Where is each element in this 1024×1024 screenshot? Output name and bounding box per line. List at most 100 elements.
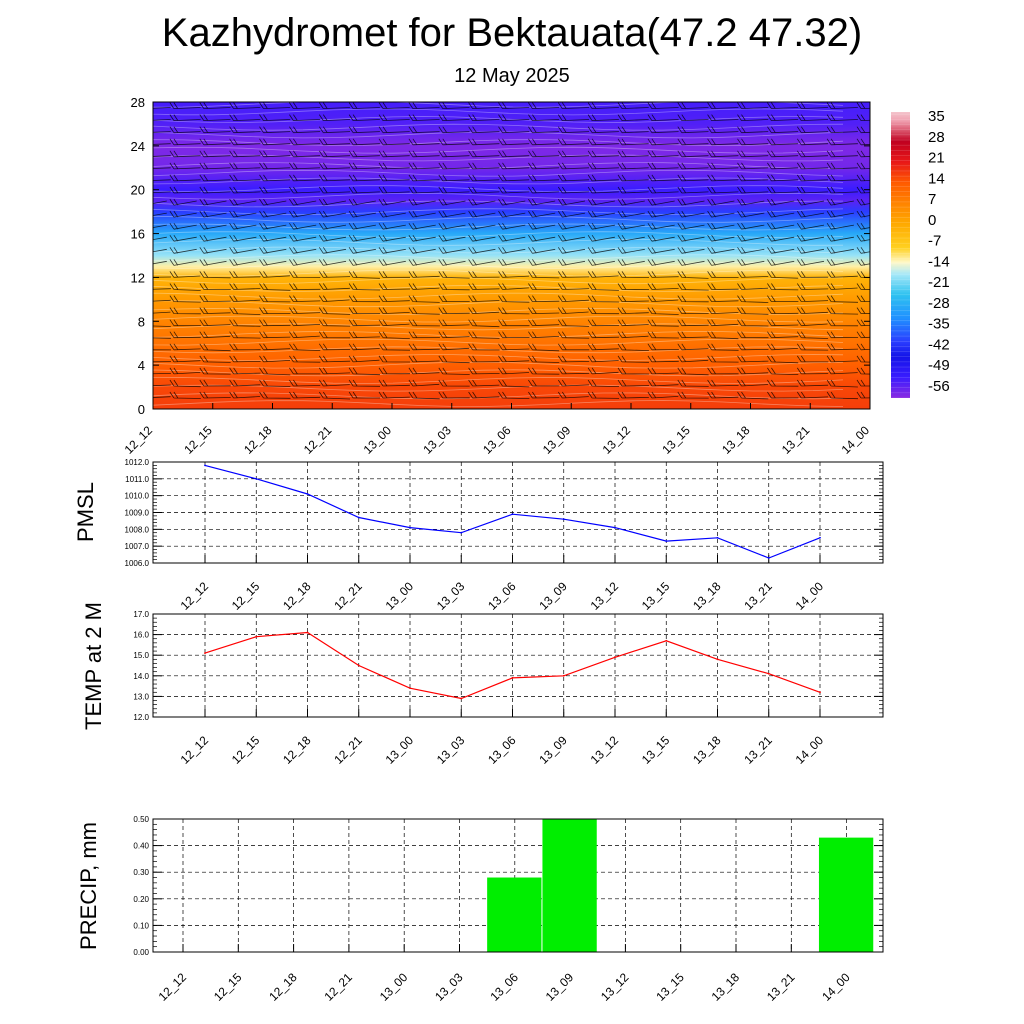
wind-barb xyxy=(737,355,769,363)
wind-barb xyxy=(468,283,500,290)
wind-barb xyxy=(289,295,321,302)
wind-barb xyxy=(318,271,351,278)
wind-barb xyxy=(169,307,201,315)
bar xyxy=(542,819,597,952)
wind-barb xyxy=(153,212,167,216)
wind-barb xyxy=(378,367,411,375)
wind-barb xyxy=(528,138,560,146)
wind-barb xyxy=(378,162,410,170)
x-tick-label: 12_12 xyxy=(178,733,212,767)
wind-barb xyxy=(348,283,381,291)
wind-barb xyxy=(348,247,376,254)
wind-barb xyxy=(289,259,317,266)
wind-barb xyxy=(199,210,227,218)
wind-barb xyxy=(737,174,769,182)
wind-barb xyxy=(259,138,291,146)
x-tick-label: 13_21 xyxy=(741,579,775,613)
colorbar-fill xyxy=(891,112,910,398)
wind-barb xyxy=(468,198,496,206)
precip-panel: 0.00 0.10 0.20 0.30 0.40 0.50 12_12 12_15 12_18 1… xyxy=(76,815,884,1004)
x-tick-label: 12_12 xyxy=(122,423,156,457)
wind-barb xyxy=(199,150,231,158)
series-point xyxy=(562,518,565,521)
wind-barb xyxy=(169,295,201,303)
wind-barb xyxy=(528,162,560,170)
wind-barb xyxy=(378,222,406,230)
wind-barb xyxy=(677,247,705,254)
wind-barb xyxy=(378,379,410,387)
wind-barb xyxy=(856,283,870,290)
wind-barb xyxy=(737,319,769,327)
wind-barb xyxy=(767,210,795,218)
wind-barb xyxy=(318,138,351,146)
wind-barb xyxy=(557,186,590,194)
wind-barb xyxy=(348,186,380,194)
wind-barb xyxy=(468,259,496,266)
wind-barb xyxy=(378,343,411,351)
wind-barb xyxy=(438,138,470,146)
wind-barb xyxy=(153,119,171,121)
wind-barb xyxy=(348,259,376,266)
wind-barb xyxy=(528,247,556,254)
wind-barb xyxy=(647,259,675,266)
x-tick-label: 13_12 xyxy=(598,970,632,1004)
wind-barb xyxy=(289,138,321,146)
wind-barb xyxy=(378,102,410,109)
wind-barb xyxy=(259,259,287,266)
wind-barb xyxy=(468,162,500,170)
x-tick-label: 12_18 xyxy=(280,579,314,613)
x-tick-label: 13_00 xyxy=(383,733,417,767)
wind-barb xyxy=(826,271,858,278)
wind-barb xyxy=(199,391,231,399)
wind-barb xyxy=(498,271,530,278)
x-tick-label: 12_15 xyxy=(211,970,245,1004)
wind-barb xyxy=(169,379,201,388)
wind-barb xyxy=(289,379,321,387)
wind-barb xyxy=(737,247,765,254)
plot-frame xyxy=(152,613,884,718)
wind-barb xyxy=(767,114,799,121)
wind-barb xyxy=(289,174,321,182)
wind-barb xyxy=(677,234,705,242)
wind-barb xyxy=(468,355,500,363)
wind-barb xyxy=(647,307,679,315)
wind-barb xyxy=(647,126,679,134)
wind-barb xyxy=(289,367,321,375)
x-tick-label: 12_18 xyxy=(280,733,314,767)
wind-barb xyxy=(498,259,526,266)
wind-barb xyxy=(826,234,854,242)
wind-barb xyxy=(199,222,227,230)
x-tick-label: 12_15 xyxy=(229,733,263,767)
bar xyxy=(818,837,874,952)
wind-barb xyxy=(647,174,679,182)
series-point xyxy=(204,652,206,655)
y-tick-label: 15.0 xyxy=(133,651,149,660)
wind-barb xyxy=(677,391,709,399)
wind-barb xyxy=(856,391,870,399)
wind-barb xyxy=(826,319,859,327)
y-tick-label: 0.40 xyxy=(133,842,149,851)
colorbar-label: 28 xyxy=(928,129,945,146)
colorbar-label: -35 xyxy=(928,316,950,333)
chart-title: Kazhydromet for Bektauata(47.2 47.32) xyxy=(161,11,863,55)
wind-barb xyxy=(587,150,619,158)
wind-barb xyxy=(498,162,530,170)
chart-subtitle: 12 May 2025 xyxy=(454,65,570,87)
y-tick-label: 1011.0 xyxy=(125,475,149,484)
wind-barb xyxy=(169,331,201,339)
colorbar-label: -49 xyxy=(928,357,950,374)
wind-barb xyxy=(378,331,410,339)
contour-line xyxy=(153,223,844,231)
colorbar-label: -14 xyxy=(928,253,950,270)
wind-barb xyxy=(557,210,586,218)
series-point xyxy=(819,536,821,539)
wind-barb xyxy=(856,114,870,121)
wind-barb xyxy=(587,271,619,278)
colorbar-label: 0 xyxy=(928,212,936,229)
wind-barb xyxy=(318,126,351,134)
wind-barb xyxy=(259,271,290,278)
x-tick-label: 13_18 xyxy=(690,579,724,613)
wind-barb xyxy=(378,391,410,399)
x-tick-label: 12_21 xyxy=(301,423,335,457)
wind-barb xyxy=(767,259,795,266)
